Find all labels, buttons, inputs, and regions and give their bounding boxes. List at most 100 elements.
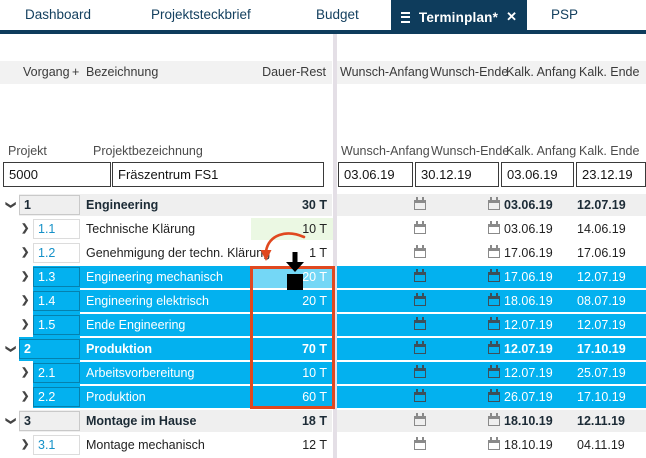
calendar-icon[interactable] [488, 437, 500, 450]
kalk-ende-cell[interactable]: 12.07.19 [577, 318, 626, 332]
kalk-ende-cell[interactable]: 17.06.19 [577, 246, 626, 260]
calendar-icon[interactable] [488, 293, 500, 306]
vorgang-cell[interactable]: 3.1 [33, 435, 80, 455]
kalk-anfang-cell[interactable]: 03.06.19 [504, 198, 553, 212]
table-row[interactable]: ❯ 1.5 Ende Engineering 12.07.19 12.07.19 [0, 313, 646, 337]
calendar-icon[interactable] [488, 389, 500, 402]
kalk-anfang-cell[interactable]: 18.10.19 [504, 438, 553, 452]
calendar-icon[interactable] [414, 341, 426, 354]
project-kalk-ende-field[interactable]: 23.12.19 [576, 162, 646, 187]
bezeichnung-cell[interactable]: Arbeitsvorbereitung [86, 366, 195, 380]
kalk-anfang-cell[interactable]: 17.06.19 [504, 270, 553, 284]
dauer-rest-cell[interactable]: 18 T [301, 414, 327, 428]
calendar-icon[interactable] [414, 245, 426, 258]
hamburger-icon[interactable] [401, 11, 410, 23]
dauer-rest-cell[interactable]: 10 T [251, 218, 333, 240]
bezeichnung-cell[interactable]: Engineering [86, 198, 159, 212]
tab-dashboard[interactable]: Dashboard [25, 7, 92, 22]
project-id-field[interactable]: 5000 [3, 162, 111, 187]
dauer-rest-cell[interactable]: 60 T [302, 390, 327, 404]
bezeichnung-cell[interactable]: Engineering mechanisch [86, 270, 223, 284]
bezeichnung-cell[interactable]: Engineering elektrisch [86, 294, 209, 308]
project-wunsch-ende-field[interactable]: 30.12.19 [415, 162, 499, 187]
kalk-anfang-cell[interactable]: 18.10.19 [504, 414, 553, 428]
kalk-ende-cell[interactable]: 17.10.19 [577, 342, 626, 356]
panel-divider[interactable] [333, 34, 337, 458]
bezeichnung-cell[interactable]: Ende Engineering [86, 318, 186, 332]
chevron-right-icon[interactable]: ❯ [21, 439, 30, 450]
bezeichnung-cell[interactable]: Technische Klärung [86, 222, 196, 236]
chevron-right-icon[interactable]: ❯ [21, 295, 30, 306]
close-icon[interactable]: ✕ [506, 9, 517, 24]
kalk-ende-cell[interactable]: 04.11.19 [577, 438, 625, 452]
calendar-icon[interactable] [414, 365, 426, 378]
kalk-anfang-cell[interactable]: 17.06.19 [504, 246, 553, 260]
table-row[interactable]: ❯ 2.1 Arbeitsvorbereitung 10 T 12.07.19 … [0, 361, 646, 385]
vorgang-cell[interactable]: 2 [19, 339, 80, 359]
vorgang-cell[interactable]: 2.2 [33, 387, 80, 407]
kalk-anfang-cell[interactable]: 18.06.19 [504, 294, 553, 308]
project-kalk-anfang-field[interactable]: 03.06.19 [501, 162, 574, 187]
kalk-anfang-cell[interactable]: 26.07.19 [504, 390, 553, 404]
calendar-icon[interactable] [488, 269, 500, 282]
vorgang-cell[interactable]: 1.1 [33, 219, 80, 239]
dauer-rest-cell[interactable]: 30 T [301, 198, 327, 212]
kalk-ende-cell[interactable]: 25.07.19 [577, 366, 626, 380]
tab-terminplan-active[interactable]: Terminplan* ✕ [391, 0, 527, 34]
chevron-right-icon[interactable]: ❯ [21, 391, 30, 402]
calendar-icon[interactable] [414, 221, 426, 234]
kalk-anfang-cell[interactable]: 12.07.19 [504, 342, 553, 356]
calendar-icon[interactable] [488, 317, 500, 330]
tab-psp[interactable]: PSP [551, 7, 579, 22]
dauer-rest-cell[interactable]: 12 T [302, 438, 327, 452]
table-row[interactable]: ❯ 1.2 Genehmigung der techn. Klärung 1 T… [0, 241, 646, 265]
calendar-icon[interactable] [414, 389, 426, 402]
vorgang-cell[interactable]: 1.2 [33, 243, 80, 263]
vorgang-cell[interactable]: 1.4 [33, 291, 80, 311]
bezeichnung-cell[interactable]: Produktion [86, 342, 152, 356]
bezeichnung-cell[interactable]: Genehmigung der techn. Klärung [86, 246, 271, 260]
calendar-icon[interactable] [414, 317, 426, 330]
table-row[interactable]: ❯ 3 Montage im Hause 18 T 18.10.19 12.11… [0, 409, 646, 433]
add-task-button[interactable]: + [72, 65, 80, 79]
table-row[interactable]: ❯ 1 Engineering 30 T 03.06.19 12.07.19 [0, 193, 646, 217]
dauer-rest-cell[interactable]: 1 T [309, 246, 327, 260]
calendar-icon[interactable] [488, 365, 500, 378]
dauer-rest-cell[interactable]: 20 T [302, 294, 327, 308]
calendar-icon[interactable] [488, 245, 500, 258]
kalk-ende-cell[interactable]: 12.07.19 [577, 270, 626, 284]
tab-projektsteckbrief[interactable]: Projektsteckbrief [151, 7, 251, 22]
kalk-anfang-cell[interactable]: 12.07.19 [504, 366, 553, 380]
project-wunsch-anfang-field[interactable]: 03.06.19 [338, 162, 413, 187]
project-name-field[interactable]: Fräszentrum FS1 [112, 162, 324, 187]
calendar-icon[interactable] [414, 413, 426, 426]
chevron-right-icon[interactable]: ❯ [21, 367, 30, 378]
vorgang-cell[interactable]: 3 [19, 411, 80, 431]
calendar-icon[interactable] [488, 413, 500, 426]
dauer-rest-cell[interactable]: 10 T [302, 366, 327, 380]
dauer-rest-cell[interactable]: 70 T [301, 342, 327, 356]
kalk-ende-cell[interactable]: 12.07.19 [577, 198, 626, 212]
calendar-icon[interactable] [488, 221, 500, 234]
table-row[interactable]: ❯ 2.2 Produktion 60 T 26.07.19 17.10.19 [0, 385, 646, 409]
vorgang-cell[interactable]: 1 [19, 195, 80, 215]
bezeichnung-cell[interactable]: Montage im Hause [86, 414, 197, 428]
kalk-ende-cell[interactable]: 17.10.19 [577, 390, 626, 404]
table-row[interactable]: ❯ 3.1 Montage mechanisch 12 T 18.10.19 0… [0, 433, 646, 457]
chevron-right-icon[interactable]: ❯ [21, 223, 30, 234]
bezeichnung-cell[interactable]: Montage mechanisch [86, 438, 205, 452]
chevron-right-icon[interactable]: ❯ [21, 271, 30, 282]
calendar-icon[interactable] [414, 293, 426, 306]
bezeichnung-cell[interactable]: Produktion [86, 390, 146, 404]
vorgang-cell[interactable]: 2.1 [33, 363, 80, 383]
calendar-icon[interactable] [488, 341, 500, 354]
calendar-icon[interactable] [414, 197, 426, 210]
table-row[interactable]: ❯ 1.4 Engineering elektrisch 20 T 18.06.… [0, 289, 646, 313]
table-row[interactable]: ❯ 2 Produktion 70 T 12.07.19 17.10.19 [0, 337, 646, 361]
kalk-anfang-cell[interactable]: 12.07.19 [504, 318, 553, 332]
calendar-icon[interactable] [488, 197, 500, 210]
kalk-ende-cell[interactable]: 14.06.19 [577, 222, 626, 236]
chevron-right-icon[interactable]: ❯ [21, 319, 30, 330]
kalk-ende-cell[interactable]: 08.07.19 [577, 294, 626, 308]
table-row[interactable]: ❯ 1.1 Technische Klärung 10 T 03.06.19 1… [0, 217, 646, 241]
